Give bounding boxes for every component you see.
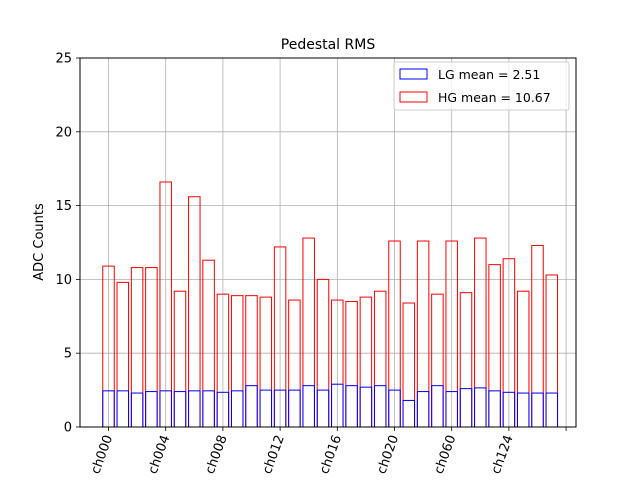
legend-label-lg: LG mean = 2.51 [438,67,540,82]
y-tick-label: 5 [64,347,72,362]
lg-bar [259,389,273,428]
x-tick-label: ch008 [203,433,231,476]
lg-bar [188,390,201,428]
legend-swatch-hg [399,91,428,103]
hg-bar [288,299,301,428]
hg-bar [130,267,144,428]
legend-label-hg: HG mean = 10.67 [438,90,551,105]
hg-bar [145,267,158,428]
x-tick-label: ch060 [432,433,460,476]
hg-bar [359,296,373,428]
hg-bar [474,237,487,428]
lg-bar [288,389,301,428]
y-tick-label: 10 [55,273,72,288]
x-tick-label: ch000 [88,433,116,476]
lg-bar [474,387,487,428]
lg-bar [230,390,244,428]
grid-lines [80,57,576,428]
hg-bar [431,293,444,428]
plot-area-frame [79,57,577,428]
lg-bar [431,385,444,428]
hg-bar [416,240,430,428]
lg-bar [402,399,416,428]
lg-bar [145,391,158,428]
lg-bar [130,392,144,428]
x-tick-label: ch124 [489,433,517,476]
y-tick-label: 0 [64,421,72,436]
lg-bar [416,391,430,428]
hg-bar [259,296,273,428]
hg-bar [531,244,544,428]
hg-bar [488,264,501,428]
y-tick-label: 20 [55,125,72,140]
y-axis-label: ADC Counts [32,203,47,281]
hg-bar [516,290,530,428]
hg-bar [245,295,258,428]
lg-bar [459,388,473,428]
x-tick-label: ch012 [260,433,288,476]
hg-bar [188,196,201,428]
hg-bar [545,274,559,428]
hg-bar [373,290,387,428]
y-tick-label: 15 [55,199,72,214]
legend: LG mean = 2.51 HG mean = 10.67 [393,61,570,111]
x-tick-label: ch016 [317,433,345,476]
axes: 0 5 10 15 20 25 ch000 ch004 ch008 ch012 ch016 ch020… [55,52,567,476]
legend-box [393,61,570,111]
hg-bar [116,281,130,428]
hg-bar [230,295,244,428]
lg-bar [116,390,130,428]
chart-title: Pedestal RMS [281,37,376,53]
y-tick-label: 25 [55,52,72,67]
hg-bar [173,290,187,428]
lg-bar [345,385,358,428]
lg-bar [173,391,187,428]
lg-bar [516,392,530,428]
lg-bar [545,392,559,428]
lg-bar [359,386,373,428]
hg-bar [402,302,416,428]
lg-bar [245,385,258,428]
hg-bar [345,301,358,428]
x-tick-label: ch020 [374,433,402,476]
lg-bar [531,392,544,428]
lg-bar [373,385,387,428]
hg-bar [302,237,315,428]
lg-bar [316,389,330,428]
lg-bar [202,390,215,428]
hg-bar [459,292,473,428]
bars [102,181,559,428]
x-tick-label: ch004 [146,433,174,476]
legend-swatch-lg [399,68,428,80]
lg-bar [302,385,315,428]
hg-bar [202,259,215,428]
lg-bar [488,390,501,428]
